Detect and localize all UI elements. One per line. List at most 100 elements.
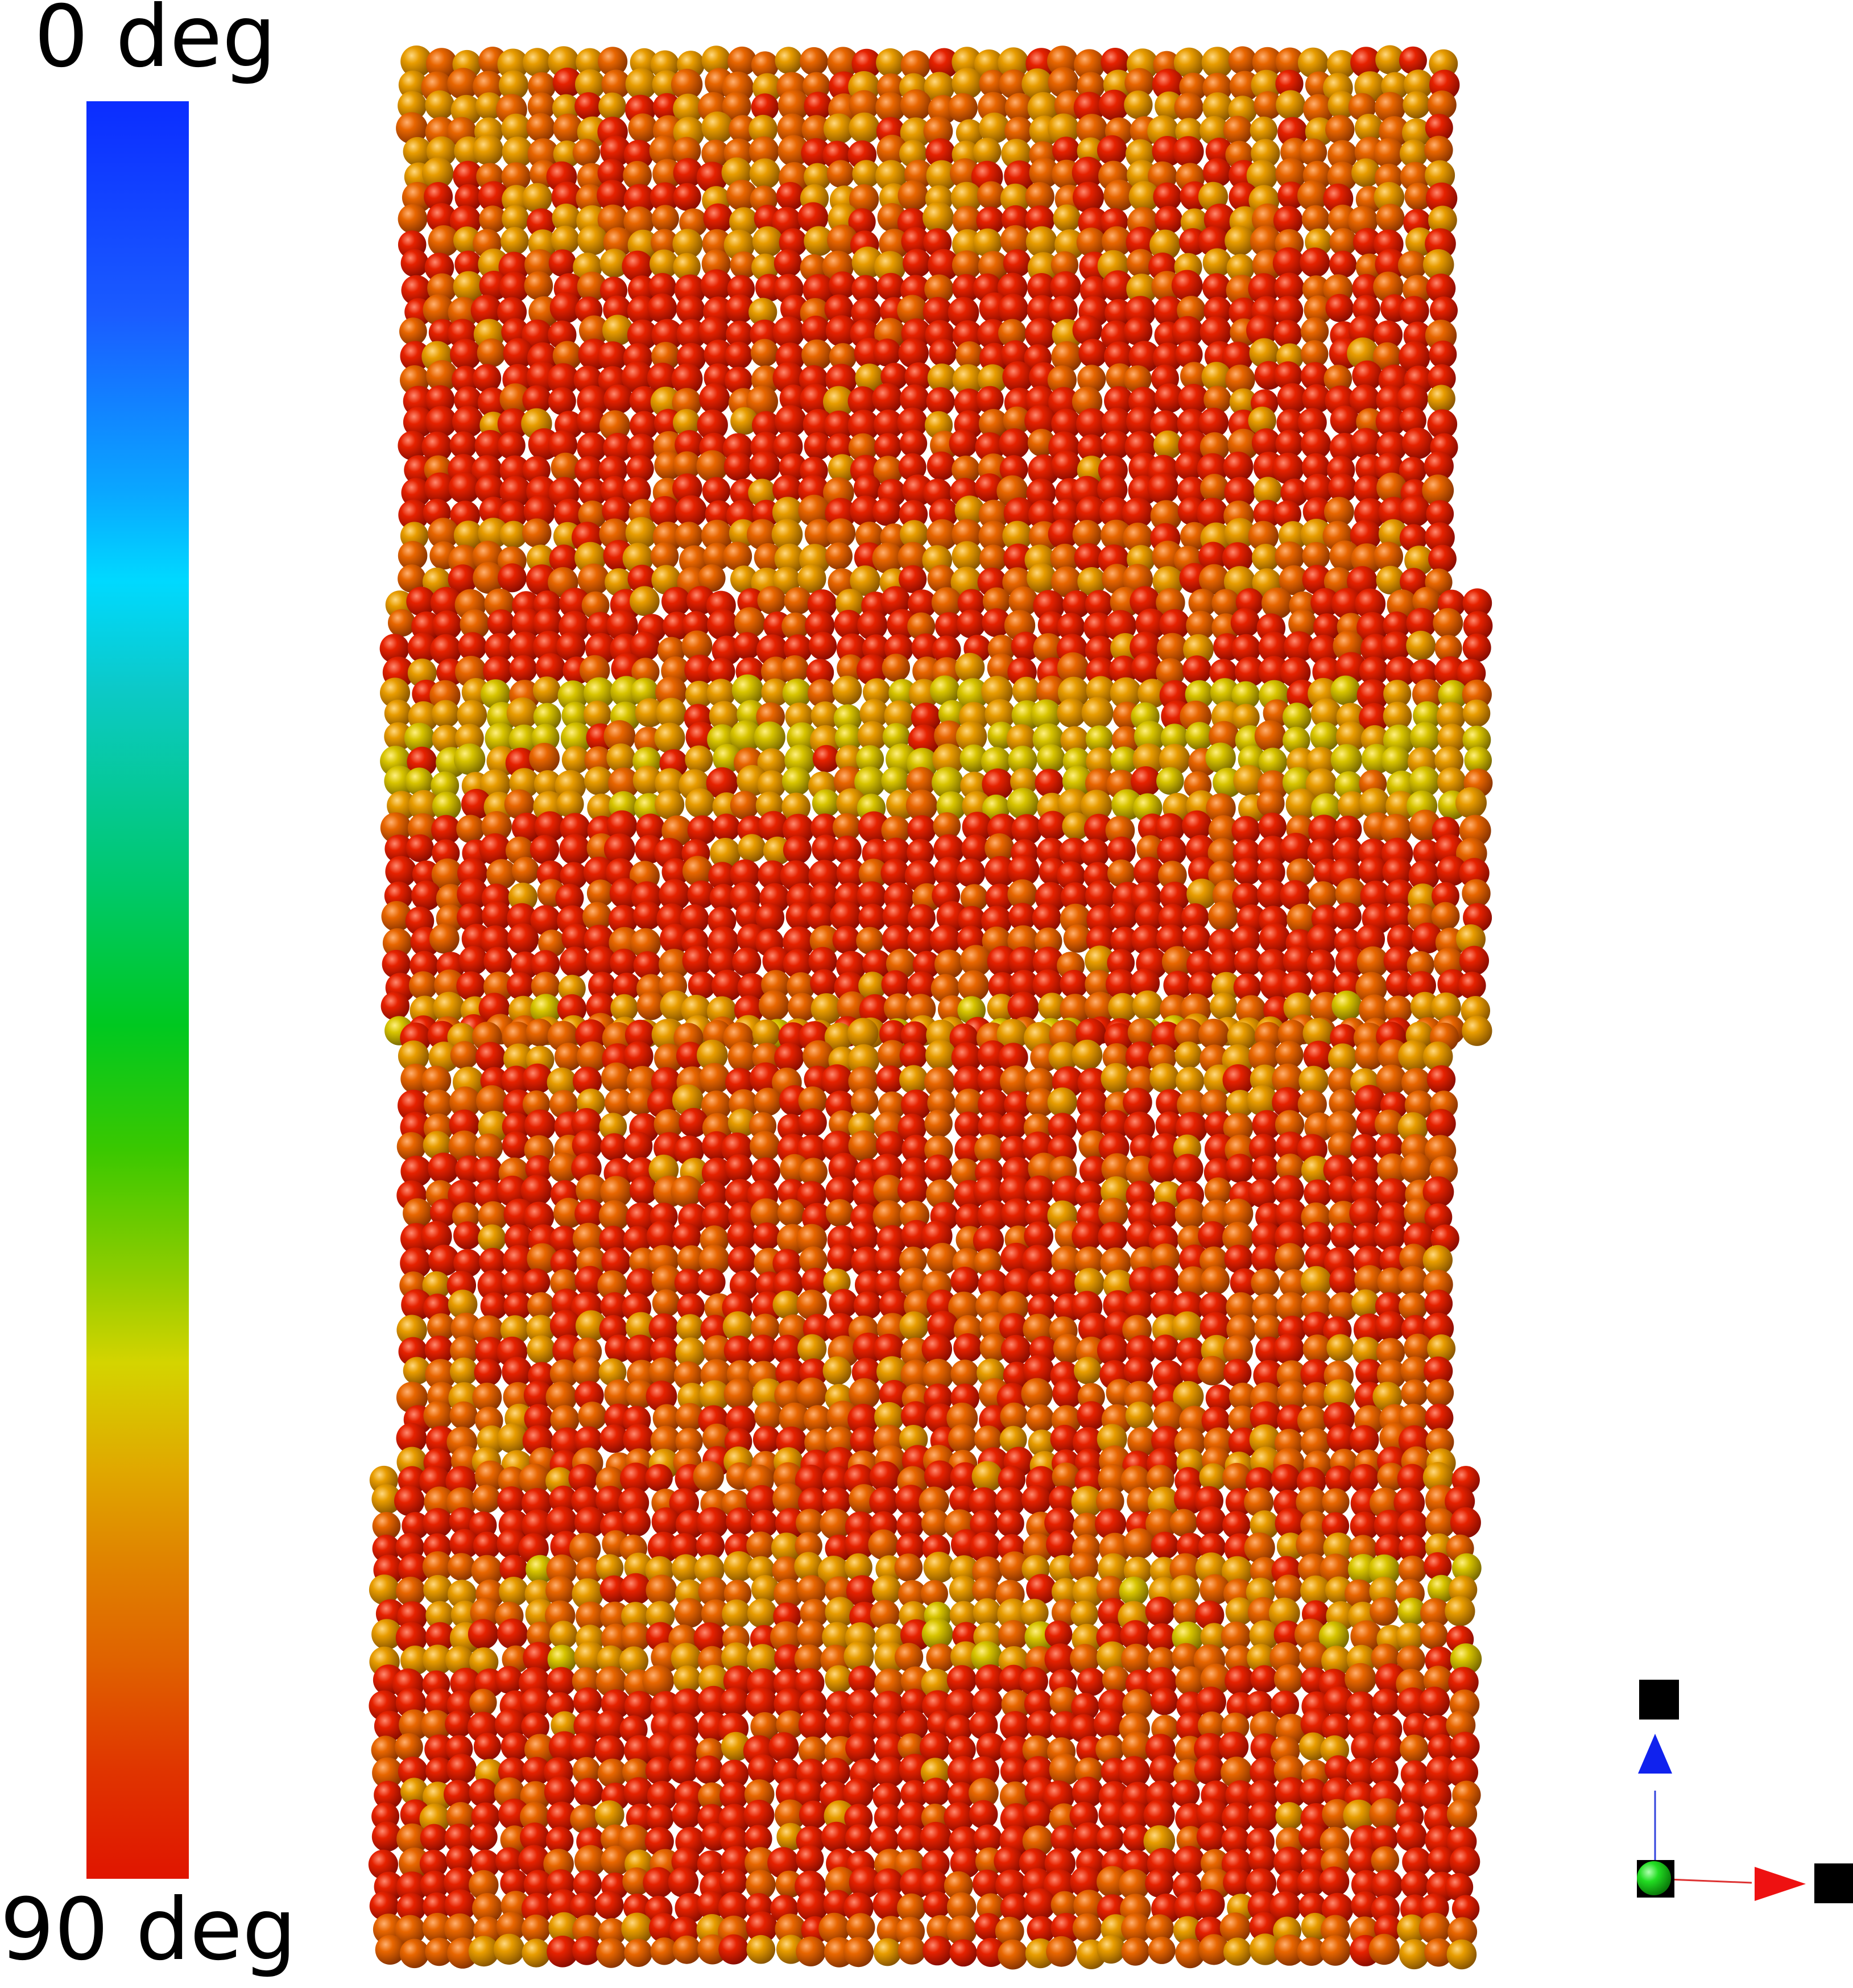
atom-sphere bbox=[526, 113, 555, 142]
atom-sphere bbox=[773, 1269, 804, 1300]
atom-sphere bbox=[1052, 1578, 1079, 1606]
atom-sphere bbox=[1425, 160, 1455, 191]
atom-sphere bbox=[781, 612, 809, 640]
atom-sphere bbox=[926, 1179, 956, 1209]
atom-sphere bbox=[433, 991, 465, 1024]
atom-sphere bbox=[1085, 635, 1115, 666]
atom-sphere bbox=[425, 1937, 454, 1966]
atom-sphere bbox=[595, 1891, 624, 1920]
atom-sphere bbox=[1227, 1022, 1256, 1051]
atom-sphere bbox=[697, 1891, 726, 1920]
atom-sphere bbox=[748, 478, 776, 507]
atom-sphere bbox=[824, 410, 854, 441]
atom-sphere bbox=[400, 249, 429, 277]
atom-sphere bbox=[676, 319, 707, 349]
atom-sphere bbox=[825, 542, 853, 570]
atom-sphere bbox=[747, 1598, 777, 1629]
atom-sphere bbox=[380, 991, 410, 1020]
atom-sphere bbox=[1450, 1731, 1480, 1762]
atom-sphere bbox=[685, 745, 713, 774]
atom-sphere bbox=[1428, 544, 1457, 573]
atom-sphere bbox=[1182, 655, 1211, 685]
atom-sphere bbox=[1080, 838, 1110, 868]
atom-sphere bbox=[1021, 68, 1053, 100]
atom-sphere bbox=[1271, 1691, 1300, 1719]
atom-sphere bbox=[396, 1423, 427, 1454]
atom-sphere bbox=[824, 1022, 854, 1052]
atom-sphere bbox=[848, 1130, 879, 1162]
atom-sphere bbox=[698, 1268, 726, 1296]
atom-sphere bbox=[468, 1936, 499, 1967]
atom-sphere bbox=[1001, 1198, 1032, 1230]
atom-sphere bbox=[927, 363, 957, 392]
atom-sphere bbox=[982, 768, 1014, 800]
atom-sphere bbox=[962, 812, 993, 842]
atom-sphere bbox=[524, 1109, 556, 1141]
atom-sphere bbox=[575, 1310, 607, 1342]
atom-sphere bbox=[1302, 1334, 1332, 1364]
atom-sphere bbox=[875, 1245, 904, 1274]
atom-sphere bbox=[652, 1289, 680, 1317]
atom-sphere bbox=[1462, 879, 1491, 908]
atom-sphere bbox=[584, 746, 613, 775]
atom-sphere bbox=[953, 1065, 985, 1097]
atom-sphere bbox=[696, 1531, 725, 1560]
atom-sphere bbox=[1246, 1868, 1277, 1899]
atom-sphere bbox=[604, 1088, 633, 1117]
atom-sphere bbox=[746, 1935, 776, 1964]
atom-sphere bbox=[787, 722, 817, 753]
atom-sphere bbox=[748, 1334, 778, 1364]
atom-sphere bbox=[999, 69, 1029, 99]
atom-sphere bbox=[955, 652, 985, 683]
atom-sphere bbox=[998, 1939, 1028, 1970]
atom-sphere bbox=[1069, 1552, 1099, 1582]
atom-sphere bbox=[1269, 1891, 1301, 1923]
atom-sphere bbox=[974, 1134, 1004, 1164]
atom-sphere bbox=[603, 385, 633, 414]
atom-sphere bbox=[1297, 1089, 1327, 1119]
atom-sphere bbox=[452, 366, 479, 394]
atom-sphere bbox=[796, 1289, 827, 1320]
atom-sphere bbox=[1106, 969, 1136, 1000]
atom-sphere bbox=[1433, 608, 1463, 638]
atom-sphere bbox=[946, 1892, 977, 1922]
atom-sphere bbox=[1402, 1847, 1432, 1877]
atom-sphere bbox=[561, 746, 590, 774]
atom-sphere bbox=[830, 900, 862, 932]
atom-sphere bbox=[533, 702, 561, 731]
atom-sphere bbox=[559, 834, 590, 865]
atom-sphere bbox=[906, 767, 936, 797]
atom-sphere bbox=[950, 1848, 981, 1878]
atom-sphere bbox=[1074, 1357, 1102, 1384]
atom-sphere bbox=[897, 1893, 926, 1923]
atom-sphere bbox=[588, 972, 617, 1000]
atom-sphere bbox=[477, 338, 506, 367]
atom-sphere bbox=[1233, 764, 1265, 796]
atom-sphere bbox=[873, 1175, 904, 1206]
atom-sphere bbox=[1102, 1665, 1130, 1693]
atom-sphere bbox=[996, 1019, 1028, 1050]
atom-sphere bbox=[1273, 1175, 1304, 1206]
atom-sphere bbox=[1374, 542, 1403, 572]
atom-sphere bbox=[746, 1485, 777, 1516]
atom-sphere bbox=[1447, 1917, 1478, 1947]
atom-sphere bbox=[606, 610, 638, 642]
atom-sphere bbox=[843, 1641, 874, 1672]
atom-sphere bbox=[1352, 295, 1380, 323]
atom-sphere bbox=[794, 1778, 823, 1807]
atom-sphere bbox=[1431, 902, 1460, 931]
atom-sphere bbox=[1351, 1870, 1381, 1900]
atom-sphere bbox=[848, 1665, 877, 1694]
atom-sphere bbox=[810, 701, 839, 730]
atom-sphere bbox=[655, 768, 685, 799]
atom-sphere bbox=[1397, 250, 1427, 280]
atom-sphere bbox=[821, 1064, 853, 1096]
atom-sphere bbox=[1025, 226, 1057, 258]
atom-sphere bbox=[1400, 1734, 1429, 1763]
atom-sphere bbox=[1149, 1201, 1178, 1229]
atom-sphere bbox=[1208, 901, 1239, 932]
atom-sphere bbox=[848, 1044, 880, 1076]
atom-sphere bbox=[1350, 428, 1382, 458]
atom-sphere bbox=[1105, 299, 1133, 327]
atom-sphere bbox=[946, 1402, 978, 1434]
